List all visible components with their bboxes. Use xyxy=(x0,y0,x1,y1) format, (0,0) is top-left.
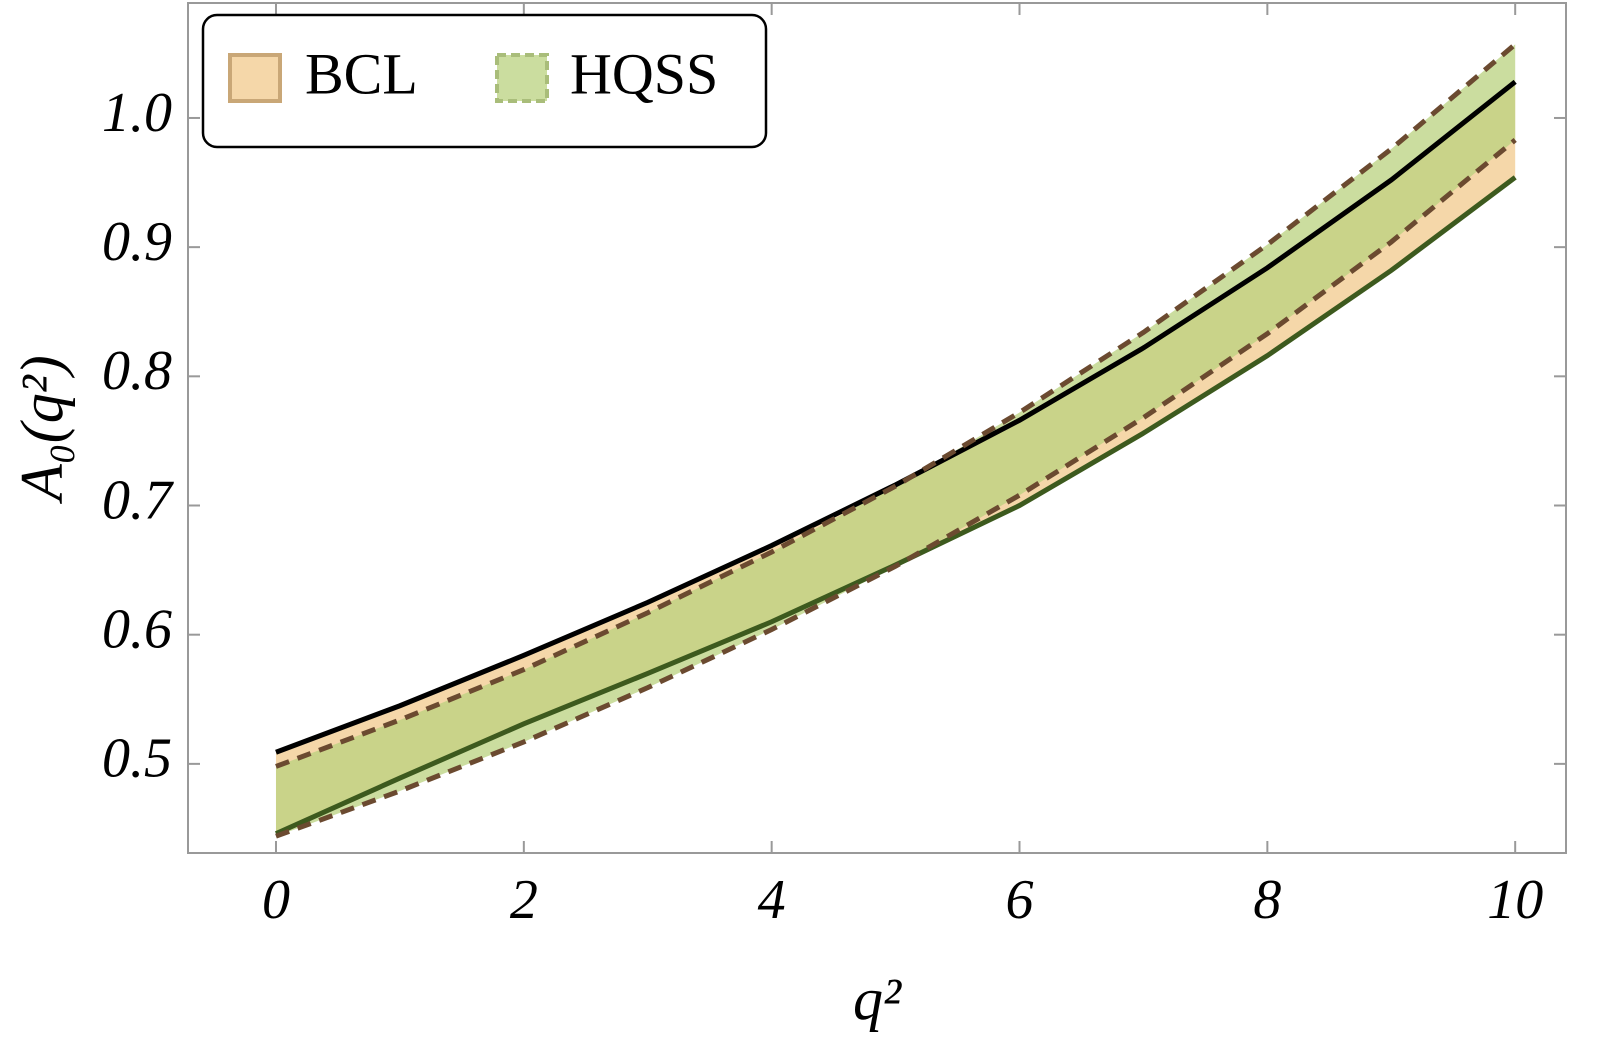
legend: BCL HQSS xyxy=(201,13,768,149)
y-tick-label: 0.9 xyxy=(102,211,172,273)
x-tick-label: 6 xyxy=(1006,869,1034,931)
legend-swatch xyxy=(495,53,549,103)
legend-label: BCL xyxy=(305,41,418,106)
y-tick-label: 0.7 xyxy=(102,469,174,531)
y-tick-label: 0.6 xyxy=(102,599,172,661)
band-edge xyxy=(275,42,1517,769)
x-tick-label: 10 xyxy=(1487,869,1543,931)
legend-swatch xyxy=(228,53,282,103)
band-edge xyxy=(275,79,1517,755)
legend-label: HQSS xyxy=(570,41,718,106)
x-tick-label: 4 xyxy=(758,869,786,931)
y-axis-label: A₀(q²) xyxy=(9,355,75,504)
y-tick-label: 1.0 xyxy=(102,82,172,144)
x-tick-label: 2 xyxy=(510,869,538,931)
x-axis-label: q² xyxy=(853,966,902,1032)
legend-box xyxy=(201,13,768,149)
band-edge xyxy=(275,138,1517,839)
y-tick-label: 0.5 xyxy=(102,728,172,790)
x-tick-label: 8 xyxy=(1253,869,1281,931)
x-tick-label: 0 xyxy=(262,869,290,931)
plot-frame xyxy=(187,2,1567,854)
y-tick-label: 0.8 xyxy=(102,340,172,402)
band-fill xyxy=(275,44,1516,837)
